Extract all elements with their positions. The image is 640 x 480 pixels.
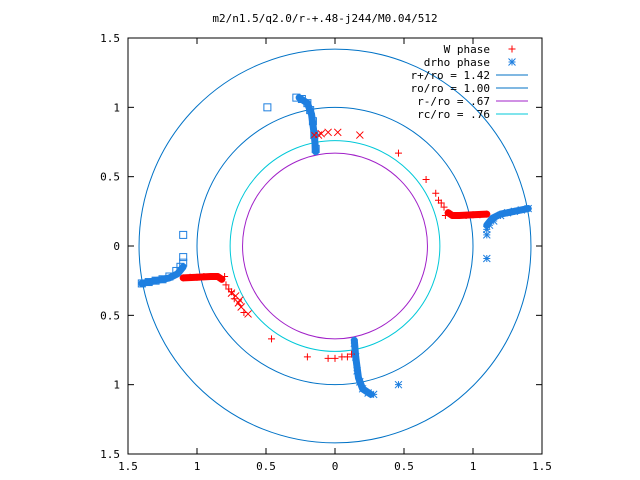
dense-branch — [295, 94, 320, 156]
data-point — [462, 211, 470, 219]
data-point — [517, 206, 526, 214]
data-point — [228, 288, 235, 296]
data-point — [179, 258, 188, 267]
data-points — [137, 93, 533, 399]
data-point — [503, 208, 512, 217]
data-point — [444, 209, 452, 217]
data-point — [179, 253, 188, 262]
data-point — [333, 128, 342, 137]
data-point — [218, 275, 226, 283]
data-point — [422, 175, 430, 183]
data-point — [244, 310, 252, 318]
data-point — [179, 274, 187, 282]
data-point — [482, 225, 491, 234]
data-point — [510, 207, 519, 216]
radius-circle — [196, 106, 474, 386]
data-point — [355, 131, 364, 139]
legend-marker — [508, 58, 516, 66]
data-point — [207, 273, 215, 281]
y-tick-label: 0.5 — [100, 171, 120, 184]
data-point — [482, 254, 491, 263]
data-point — [455, 211, 463, 219]
x-tick-label: 0.5 — [256, 460, 276, 473]
data-point — [394, 380, 403, 389]
data-point — [358, 384, 367, 393]
data-point — [469, 211, 477, 219]
data-point — [394, 149, 402, 157]
data-point — [324, 354, 332, 362]
data-point — [172, 266, 181, 275]
data-point — [483, 210, 491, 218]
legend-label: W phase — [444, 43, 490, 56]
data-point — [524, 204, 533, 213]
data-point — [350, 339, 359, 347]
x-tick-label: 1.5 — [118, 460, 138, 473]
legend-label: r+/ro = 1.42 — [411, 69, 490, 82]
y-tick-label: 1.5 — [100, 32, 120, 45]
data-point — [440, 203, 448, 211]
data-point — [311, 144, 320, 153]
data-point — [137, 279, 146, 288]
data-point — [496, 211, 505, 220]
y-tick-label: 0.5 — [100, 309, 120, 322]
y-tick-label: 1 — [113, 101, 120, 114]
legend-label: drho phase — [424, 56, 490, 69]
x-tick-label: 0 — [332, 460, 339, 473]
data-point — [310, 131, 319, 140]
data-point — [193, 273, 201, 281]
data-point — [355, 378, 364, 386]
x-tick-label: 1.5 — [532, 460, 552, 473]
data-point — [317, 129, 326, 138]
axis-ticks: 1.5 1 0.5 0 0.5 1 1.51.510.500.511.5 — [100, 32, 552, 473]
data-point — [435, 196, 442, 204]
radius-circle — [138, 48, 532, 444]
data-point — [303, 353, 311, 361]
legend-label: r-/ro = .67 — [417, 95, 490, 108]
data-point — [234, 298, 243, 307]
data-point — [351, 353, 360, 361]
data-point — [308, 117, 317, 126]
data-point — [231, 292, 240, 300]
data-point — [485, 221, 494, 230]
y-tick-label: 1.5 — [100, 448, 120, 461]
data-point — [186, 273, 194, 281]
data-point — [176, 262, 185, 271]
radius-circle — [229, 140, 441, 352]
legend-marker — [508, 45, 516, 53]
data-point — [222, 281, 230, 289]
data-point — [364, 389, 372, 397]
x-tick-label: 1 — [194, 460, 201, 473]
legend-label: rc/ro = .76 — [417, 108, 490, 121]
data-point — [331, 354, 339, 362]
data-point — [179, 230, 188, 239]
data-point — [324, 128, 332, 137]
data-point — [297, 95, 306, 104]
radius-circles — [138, 48, 532, 444]
dense-branches — [138, 94, 532, 398]
data-point — [348, 350, 356, 358]
data-point — [268, 335, 276, 343]
x-tick-label: 0.5 — [394, 460, 414, 473]
data-point — [292, 93, 301, 102]
y-tick-label: 1 — [113, 379, 120, 392]
data-point — [369, 390, 378, 399]
legend-label: ro/ro = 1.00 — [411, 82, 490, 95]
chart-title: m2/n1.5/q2.0/r-+.48-j244/M0.04/512 — [212, 12, 437, 25]
data-point — [338, 353, 346, 361]
data-point — [489, 217, 498, 225]
radius-circle — [242, 152, 428, 340]
x-tick-label: 1 — [470, 460, 477, 473]
data-point — [432, 189, 440, 197]
data-point — [476, 211, 484, 219]
data-point — [263, 103, 272, 112]
data-point — [237, 303, 246, 311]
data-point — [482, 231, 491, 239]
data-point — [200, 273, 208, 281]
data-point — [353, 366, 361, 375]
data-point — [303, 99, 312, 108]
data-point — [227, 289, 236, 298]
y-tick-label: 0 — [113, 240, 120, 253]
